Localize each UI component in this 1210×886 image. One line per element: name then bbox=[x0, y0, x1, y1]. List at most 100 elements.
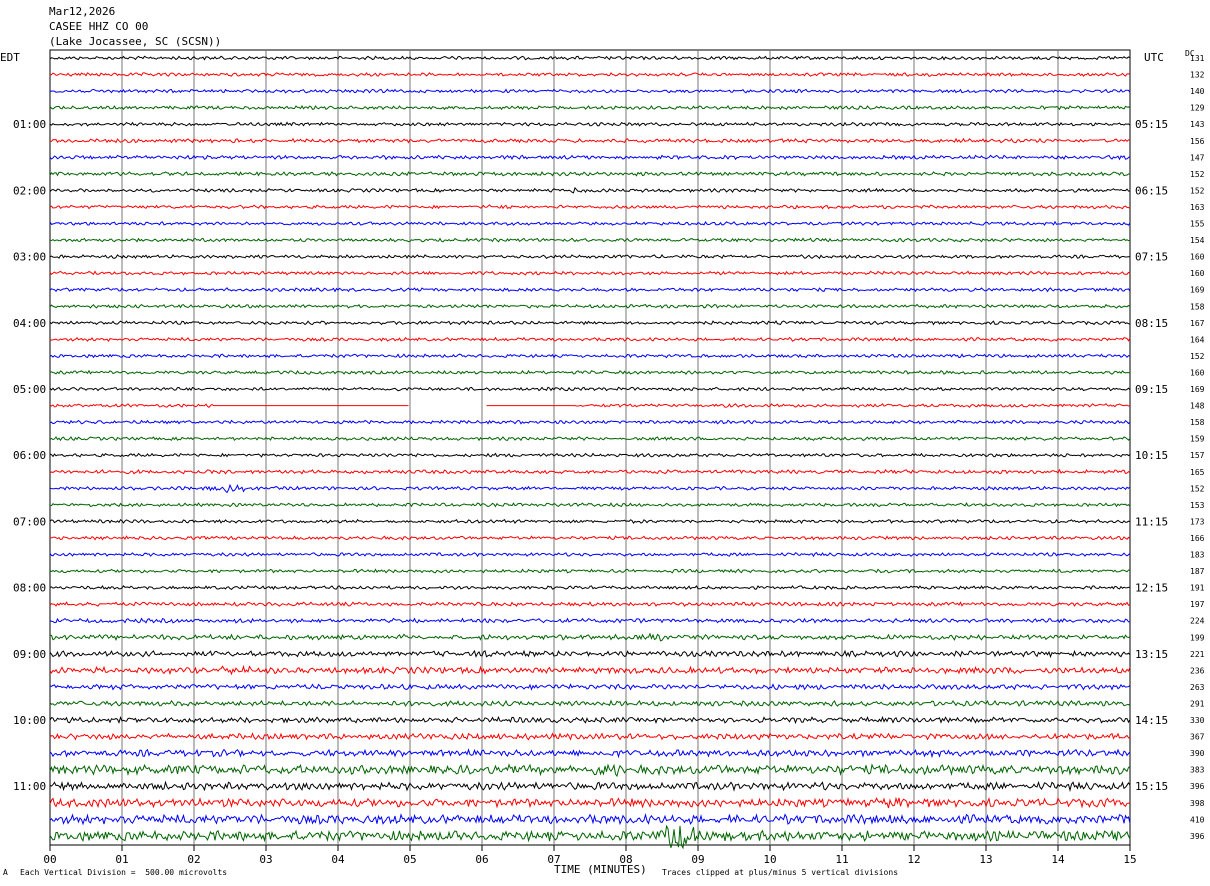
trace-8 bbox=[49, 170, 1131, 177]
location-label: (Lake Jocassee, SC (SCSN)) bbox=[49, 35, 222, 48]
utc-time-label: 07:15 bbox=[1135, 251, 1168, 264]
trace-3 bbox=[49, 88, 1131, 94]
trace-44 bbox=[49, 763, 1131, 778]
dc-offset: 396 bbox=[1190, 782, 1205, 791]
trace-23 bbox=[49, 419, 1131, 425]
x-tick-label: 12 bbox=[907, 853, 920, 866]
trace-20 bbox=[49, 369, 1131, 376]
dc-offset: 131 bbox=[1190, 54, 1205, 63]
dc-offset: 197 bbox=[1190, 600, 1205, 609]
dc-offset: 152 bbox=[1190, 352, 1205, 361]
plot-frame bbox=[49, 49, 1131, 846]
dc-offset: 158 bbox=[1190, 418, 1205, 427]
trace-34 bbox=[49, 601, 1131, 607]
trace-17 bbox=[49, 320, 1131, 326]
utc-time-label: 13:15 bbox=[1135, 648, 1168, 661]
trace-45 bbox=[49, 780, 1131, 793]
seismic-traces bbox=[49, 55, 1131, 850]
trace-47 bbox=[49, 813, 1131, 826]
utc-time-label: 12:15 bbox=[1135, 582, 1168, 595]
dc-offset: 169 bbox=[1190, 286, 1205, 295]
x-tick-label: 13 bbox=[979, 853, 992, 866]
trace-40 bbox=[49, 699, 1131, 708]
trace-14 bbox=[49, 270, 1131, 276]
x-tick-label: 03 bbox=[259, 853, 272, 866]
x-tick-label: 11 bbox=[835, 853, 848, 866]
dc-offset: 152 bbox=[1190, 484, 1205, 493]
trace-28 bbox=[49, 502, 1131, 508]
trace-22 bbox=[49, 403, 1131, 409]
utc-time-label: 06:15 bbox=[1135, 184, 1168, 197]
trace-26 bbox=[49, 468, 1131, 475]
x-tick-label: 07 bbox=[547, 853, 560, 866]
corner-mark: A bbox=[3, 868, 8, 877]
dc-offset: 396 bbox=[1190, 832, 1205, 841]
utc-time-label: 11:15 bbox=[1135, 515, 1168, 528]
utc-time-label: 15:15 bbox=[1135, 780, 1168, 793]
dc-offset: 143 bbox=[1190, 120, 1205, 129]
trace-5 bbox=[49, 121, 1131, 127]
utc-time-label: 05:15 bbox=[1135, 118, 1168, 131]
trace-21 bbox=[49, 386, 1131, 392]
edt-time-label: 01:00 bbox=[13, 118, 46, 131]
x-tick-label: 14 bbox=[1051, 853, 1065, 866]
dc-offset: 199 bbox=[1190, 633, 1205, 642]
trace-46 bbox=[49, 796, 1131, 809]
grid-lines bbox=[49, 49, 1131, 846]
x-tick-label: 08 bbox=[619, 853, 632, 866]
trace-32 bbox=[49, 568, 1131, 574]
dc-offset: 147 bbox=[1190, 153, 1205, 162]
edt-time-label: 03:00 bbox=[13, 251, 46, 264]
dc-offset: 160 bbox=[1190, 253, 1205, 262]
trace-18 bbox=[49, 336, 1131, 342]
x-tick-label: 06 bbox=[475, 853, 488, 866]
dc-offset: 132 bbox=[1190, 71, 1205, 80]
trace-30 bbox=[49, 535, 1131, 541]
dc-offset: 163 bbox=[1190, 203, 1205, 212]
trace-4 bbox=[49, 104, 1131, 111]
trace-36 bbox=[50, 632, 1131, 642]
x-tick-label: 04 bbox=[331, 853, 345, 866]
trace-6 bbox=[50, 137, 1131, 144]
dc-offset: 140 bbox=[1190, 87, 1205, 96]
dc-offset: 191 bbox=[1190, 584, 1205, 593]
dc-offset: 156 bbox=[1190, 137, 1205, 146]
trace-42 bbox=[49, 732, 1131, 741]
trace-15 bbox=[49, 286, 1131, 293]
edt-time-label: 09:00 bbox=[13, 648, 46, 661]
dc-offset: 221 bbox=[1190, 650, 1205, 659]
dc-offset: 167 bbox=[1190, 319, 1205, 328]
trace-48 bbox=[49, 824, 1131, 850]
scale-note: Each Vertical Division = 500.00 microvol… bbox=[20, 868, 228, 877]
dc-offset: 390 bbox=[1190, 749, 1205, 758]
x-tick-label: 09 bbox=[691, 853, 704, 866]
dc-offset: 398 bbox=[1190, 799, 1205, 808]
trace-19 bbox=[49, 353, 1131, 359]
trace-7 bbox=[49, 154, 1131, 161]
dc-header: DC bbox=[1185, 49, 1195, 58]
dc-offset: 383 bbox=[1190, 766, 1205, 775]
trace-37 bbox=[49, 649, 1131, 659]
trace-29 bbox=[49, 518, 1131, 525]
x-tick-label: 10 bbox=[763, 853, 776, 866]
x-axis-title: TIME (MINUTES) bbox=[554, 863, 647, 876]
trace-11 bbox=[49, 220, 1131, 226]
edt-time-label: 08:00 bbox=[13, 582, 46, 595]
dc-offset: 129 bbox=[1190, 104, 1205, 113]
dc-offset: 159 bbox=[1190, 435, 1205, 444]
trace-10 bbox=[49, 204, 1131, 210]
trace-33 bbox=[49, 585, 1131, 591]
trace-39 bbox=[49, 683, 1131, 691]
x-tick-label: 00 bbox=[43, 853, 56, 866]
dc-offset: 291 bbox=[1190, 699, 1205, 708]
trace-31 bbox=[49, 551, 1131, 558]
x-axis-ticks: 00 01 02 03 04 05 06 07 08 09 10 11 12 13 14 15 bbox=[43, 845, 1137, 866]
dc-offset: 367 bbox=[1190, 733, 1205, 742]
dc-offset: 410 bbox=[1190, 815, 1205, 824]
station-label: CASEE HHZ CO 00 bbox=[49, 20, 149, 33]
dc-offset: 157 bbox=[1190, 451, 1205, 460]
utc-label: UTC bbox=[1144, 51, 1164, 64]
time-labels: 01:00 02:00 03:00 04:00 05:00 06:00 07:00 08:00… bbox=[13, 54, 1205, 841]
utc-time-label: 09:15 bbox=[1135, 383, 1168, 396]
